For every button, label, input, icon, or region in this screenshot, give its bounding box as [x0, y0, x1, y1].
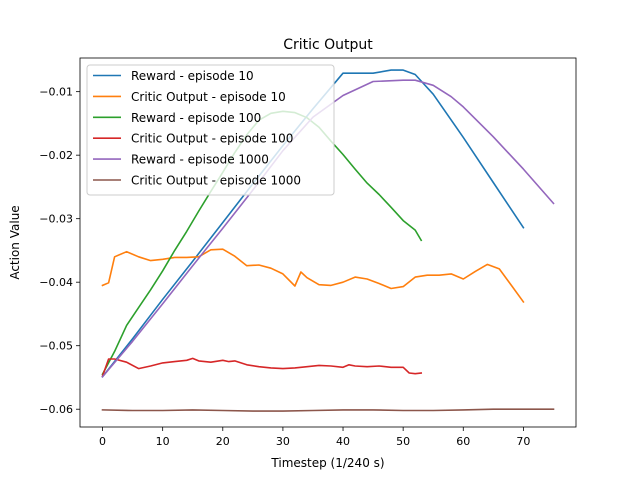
y-tick-label: −0.03	[39, 213, 73, 226]
legend-entry-2: Critic Output - episode 10	[131, 90, 286, 104]
legend-entry-1: Reward - episode 10	[131, 69, 254, 83]
y-tick-label: −0.04	[39, 276, 73, 289]
chart-title: Critic Output	[283, 37, 373, 53]
legend-entry-3: Reward - episode 100	[131, 111, 261, 125]
axes-frame	[79, 57, 577, 428]
series-line-2	[101, 248, 525, 304]
x-tick-label: 10	[156, 435, 170, 448]
axes-border	[79, 57, 577, 428]
legend-entry-4: Critic Output - episode 100	[131, 132, 293, 146]
legend-box	[86, 64, 335, 196]
y-tick-label: −0.06	[39, 403, 73, 416]
legend: Reward - episode 10 Critic Output - episo…	[86, 64, 335, 196]
x-tick-label: 0	[99, 435, 106, 448]
x-tick-label: 50	[396, 435, 410, 448]
x-tick-label: 20	[216, 435, 230, 448]
x-tick-label: 60	[456, 435, 470, 448]
x-axis-label: Timestep (1/240 s)	[270, 456, 384, 470]
x-tick-label: 40	[336, 435, 350, 448]
x-axis-ticks: 0 10 20 30 40 50 60 70	[99, 427, 530, 448]
x-tick-label: 70	[516, 435, 530, 448]
y-tick-label: −0.02	[39, 149, 73, 162]
series-line-6	[101, 408, 555, 412]
y-axis-ticks: −0.06 −0.05 −0.04 −0.03 −0.02 −0.01	[39, 86, 80, 416]
series-line-1	[101, 69, 525, 378]
series-line-4	[101, 357, 423, 378]
legend-entry-6: Critic Output - episode 1000	[131, 174, 301, 188]
x-tick-label: 30	[276, 435, 290, 448]
y-tick-label: −0.01	[39, 86, 73, 99]
legend-entry-5: Reward - episode 1000	[131, 153, 269, 167]
y-axis-label: Action Value	[8, 205, 22, 279]
series-line-5	[101, 79, 555, 378]
y-tick-label: −0.05	[39, 340, 73, 353]
